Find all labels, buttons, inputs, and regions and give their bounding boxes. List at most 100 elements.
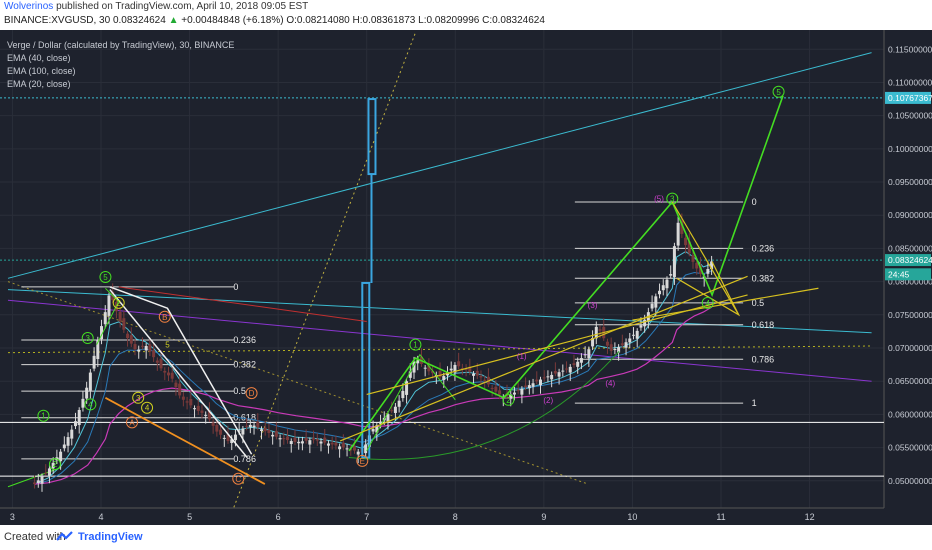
- up-arrow-icon: ▲: [168, 15, 179, 26]
- time-tick-label: 8: [453, 512, 458, 522]
- price-label-text: 0.10767367: [888, 93, 932, 103]
- candle-body: [248, 424, 252, 428]
- fib-level-label: 0: [233, 282, 238, 292]
- price-tick-label: 0.10000000: [888, 144, 932, 154]
- wedge-line-a: [671, 201, 740, 316]
- wave-label-circle: [99, 270, 112, 283]
- candle-body: [174, 382, 178, 388]
- candle-body: [73, 421, 77, 427]
- fib-level-label: 0.786: [233, 454, 256, 464]
- candle-body: [33, 482, 37, 485]
- candle-body: [47, 468, 51, 476]
- wave-label: 4: [705, 299, 710, 308]
- candle-body: [62, 444, 66, 449]
- candle-body: [178, 383, 182, 396]
- candle-body: [408, 371, 412, 378]
- candle-body: [379, 421, 383, 424]
- wave-label: 2: [53, 460, 58, 469]
- candle-body: [516, 389, 520, 391]
- candle-body: [152, 350, 156, 358]
- candle-body: [126, 333, 130, 339]
- candle-body: [77, 410, 81, 426]
- candle-body: [245, 425, 249, 427]
- price-label-box: [885, 268, 931, 281]
- candle-body: [390, 410, 394, 412]
- price-tick-label: 0.11500000: [888, 44, 932, 54]
- candle-body: [356, 451, 360, 455]
- tradingview-brand[interactable]: TradingView: [78, 531, 143, 543]
- legend-ema-40[interactable]: EMA (40, close): [7, 53, 71, 63]
- time-tick-label: 6: [276, 512, 281, 522]
- price-label-box: [885, 91, 931, 104]
- candle-body: [672, 246, 676, 278]
- legend-ema-20[interactable]: EMA (20, close): [7, 79, 71, 89]
- legend-ema-100[interactable]: EMA (100, close): [7, 66, 76, 76]
- time-tick-label: 5: [187, 512, 192, 522]
- candle-body: [66, 437, 70, 446]
- time-tick-label: 10: [627, 512, 637, 522]
- wave-label: C: [235, 475, 241, 484]
- price-chart[interactable]: 0 0.236 0.382 0.5 0.618 0.786 0 0.236 0.382 0.5 0.…: [0, 30, 932, 525]
- purple-trend-line: [7, 299, 872, 382]
- wave-label-circle: [132, 391, 145, 404]
- candle-body: [587, 349, 591, 359]
- candle-body: [140, 345, 144, 347]
- candle-body: [427, 365, 431, 372]
- wave-label-circle: [772, 85, 785, 98]
- fib-level-label: 0.5: [233, 386, 246, 396]
- wave-label: 3: [136, 394, 141, 403]
- candle-body: [237, 430, 241, 432]
- candle-body: [166, 372, 170, 376]
- candle-body: [661, 285, 665, 291]
- wave-label: (4): [605, 379, 615, 388]
- candle-body: [479, 375, 483, 378]
- candle-body: [643, 319, 647, 327]
- price-tick-label: 0.08000000: [888, 277, 932, 287]
- candle-body: [654, 296, 658, 308]
- candle-body: [386, 414, 390, 422]
- candle-body: [676, 222, 680, 246]
- wedge-line-b: [676, 261, 741, 317]
- symbol-label: BINANCE:XVGUSD, 30: [4, 15, 111, 26]
- price-tick-label: 0.11000000: [888, 77, 932, 87]
- candle-body: [631, 334, 635, 336]
- candle-body: [207, 410, 211, 420]
- candle-body: [375, 425, 379, 433]
- candle-body: [669, 274, 673, 276]
- candle-body: [464, 369, 468, 371]
- candle-body: [118, 311, 122, 322]
- wave-label: 3: [670, 195, 675, 204]
- fib-level-label: 0.786: [752, 354, 775, 364]
- candle-body: [561, 370, 565, 372]
- price-label-text: 0.08324624: [888, 255, 932, 265]
- candle-body: [364, 444, 368, 454]
- candle-body: [397, 400, 401, 407]
- candle-body: [710, 261, 714, 270]
- price-tick-label: 0.07000000: [888, 343, 932, 353]
- candle-body: [252, 425, 256, 428]
- candle-body: [233, 434, 237, 441]
- high-value: H:0.08361873: [352, 15, 416, 26]
- candle-body: [81, 398, 85, 408]
- candle-body: [263, 427, 267, 432]
- author-link[interactable]: Wolverinos: [4, 1, 54, 12]
- fib-level-label: 0.382: [752, 273, 775, 283]
- candle-body: [137, 349, 141, 352]
- candle-body: [460, 368, 464, 370]
- candle-body: [341, 442, 345, 448]
- chart-area[interactable]: 0 0.236 0.382 0.5 0.618 0.786 0 0.236 0.382 0.5 0.…: [0, 30, 932, 525]
- candle-body: [572, 363, 576, 366]
- candle-body: [196, 405, 200, 411]
- candle-body: [88, 372, 92, 391]
- candle-body: [159, 358, 163, 369]
- wave-label: 3: [85, 334, 90, 343]
- wave-label: (2): [543, 396, 553, 405]
- wave-label: D: [249, 389, 255, 398]
- candle-body: [695, 262, 699, 269]
- price-tick-label: 0.05500000: [888, 443, 932, 453]
- candle-body: [241, 428, 245, 435]
- candle-body: [535, 379, 539, 382]
- spike-lower-box: [361, 281, 371, 459]
- candle-body: [85, 387, 89, 399]
- candle-body: [568, 366, 572, 373]
